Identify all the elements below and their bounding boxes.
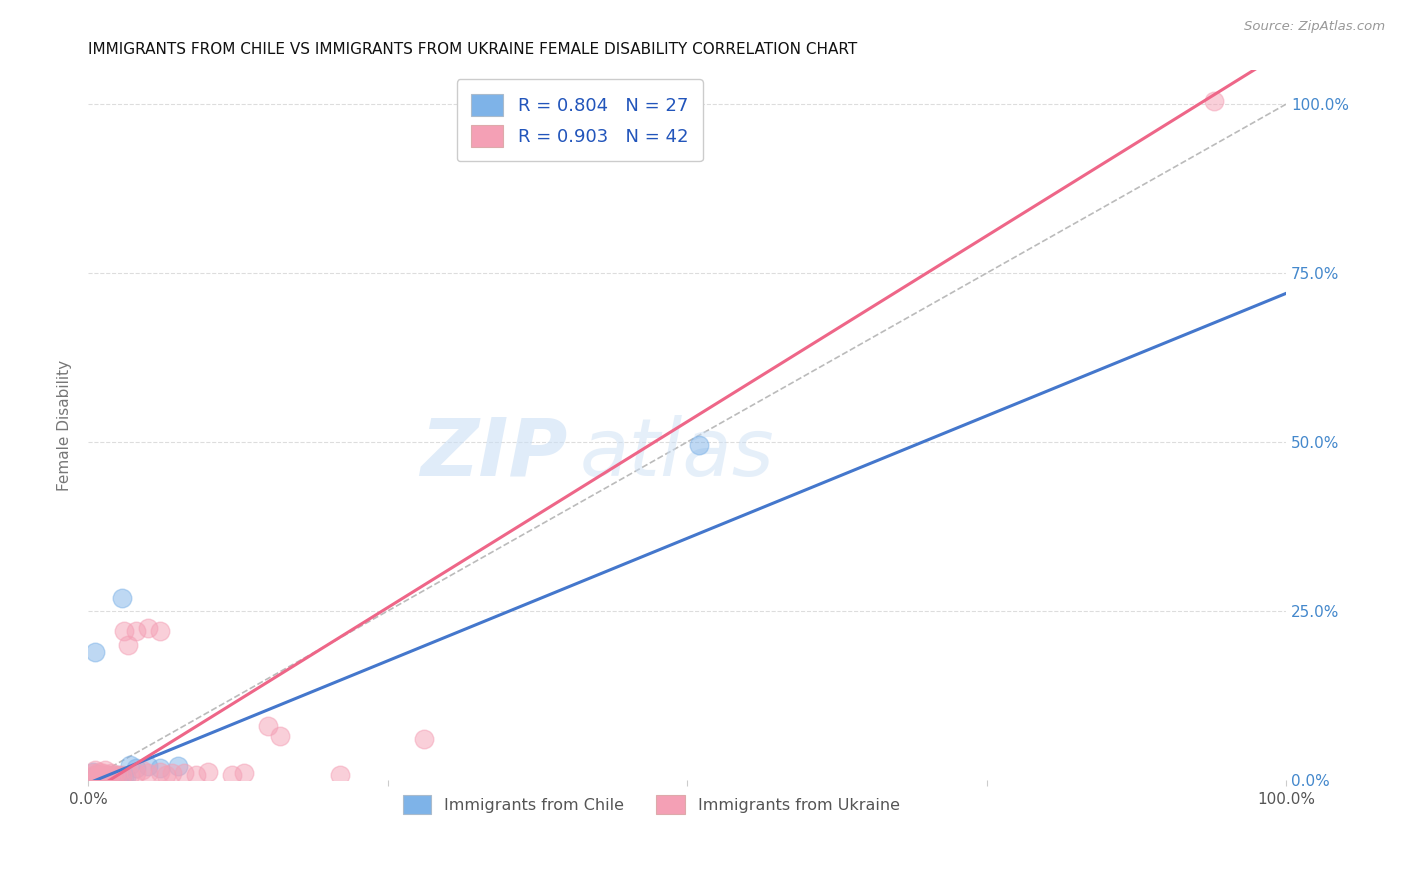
Point <box>111 769 134 783</box>
Point <box>1204 94 1226 108</box>
Point <box>103 767 125 781</box>
Point <box>184 767 207 781</box>
Legend: Immigrants from Chile, Immigrants from Ukraine: Immigrants from Chile, Immigrants from U… <box>391 783 911 825</box>
Point <box>221 767 243 781</box>
Point <box>94 763 117 777</box>
Point <box>89 770 111 784</box>
Point <box>101 770 124 784</box>
Point <box>112 624 135 639</box>
Point <box>87 764 110 779</box>
Point <box>167 759 190 773</box>
Point <box>87 771 110 785</box>
Point <box>197 764 219 779</box>
Point <box>84 763 107 777</box>
Point <box>112 770 135 784</box>
Point <box>329 767 352 781</box>
Text: atlas: atlas <box>579 415 773 492</box>
Point <box>83 767 105 781</box>
Y-axis label: Female Disability: Female Disability <box>58 359 72 491</box>
Point <box>96 767 118 781</box>
Point <box>232 766 254 780</box>
Point <box>111 591 134 605</box>
Point <box>149 624 172 639</box>
Point <box>96 768 118 782</box>
Text: IMMIGRANTS FROM CHILE VS IMMIGRANTS FROM UKRAINE FEMALE DISABILITY CORRELATION C: IMMIGRANTS FROM CHILE VS IMMIGRANTS FROM… <box>89 42 858 57</box>
Point <box>688 438 710 452</box>
Point <box>84 644 107 658</box>
Point <box>120 767 142 781</box>
Point <box>107 768 129 782</box>
Point <box>117 638 139 652</box>
Point <box>90 767 112 781</box>
Point <box>91 766 114 780</box>
Point <box>82 766 104 780</box>
Point <box>98 771 121 785</box>
Point <box>269 729 291 743</box>
Text: ZIP: ZIP <box>420 415 567 492</box>
Point <box>120 758 142 772</box>
Point <box>173 766 195 780</box>
Point <box>84 771 107 785</box>
Point <box>107 768 129 782</box>
Point <box>149 764 172 779</box>
Point <box>91 771 114 785</box>
Point <box>125 766 148 780</box>
Point <box>160 766 183 780</box>
Point <box>136 766 159 780</box>
Point <box>93 768 115 782</box>
Point <box>125 624 148 639</box>
Point <box>87 770 110 784</box>
Point <box>103 770 125 784</box>
Point <box>90 769 112 783</box>
Point <box>136 759 159 773</box>
Point <box>115 770 138 784</box>
Point <box>412 732 434 747</box>
Point <box>86 770 108 784</box>
Point <box>98 768 121 782</box>
Point <box>80 770 103 784</box>
Point <box>87 768 110 782</box>
Point <box>136 621 159 635</box>
Point <box>94 770 117 784</box>
Point <box>94 770 117 784</box>
Point <box>125 761 148 775</box>
Point <box>131 763 153 777</box>
Point <box>100 766 122 780</box>
Point <box>101 770 124 784</box>
Point <box>89 767 111 781</box>
Point <box>80 769 103 783</box>
Point <box>111 767 134 781</box>
Point <box>149 761 172 775</box>
Point <box>82 764 104 779</box>
Point <box>256 719 278 733</box>
Point <box>86 768 108 782</box>
Point <box>155 767 177 781</box>
Text: Source: ZipAtlas.com: Source: ZipAtlas.com <box>1244 20 1385 33</box>
Point <box>93 770 115 784</box>
